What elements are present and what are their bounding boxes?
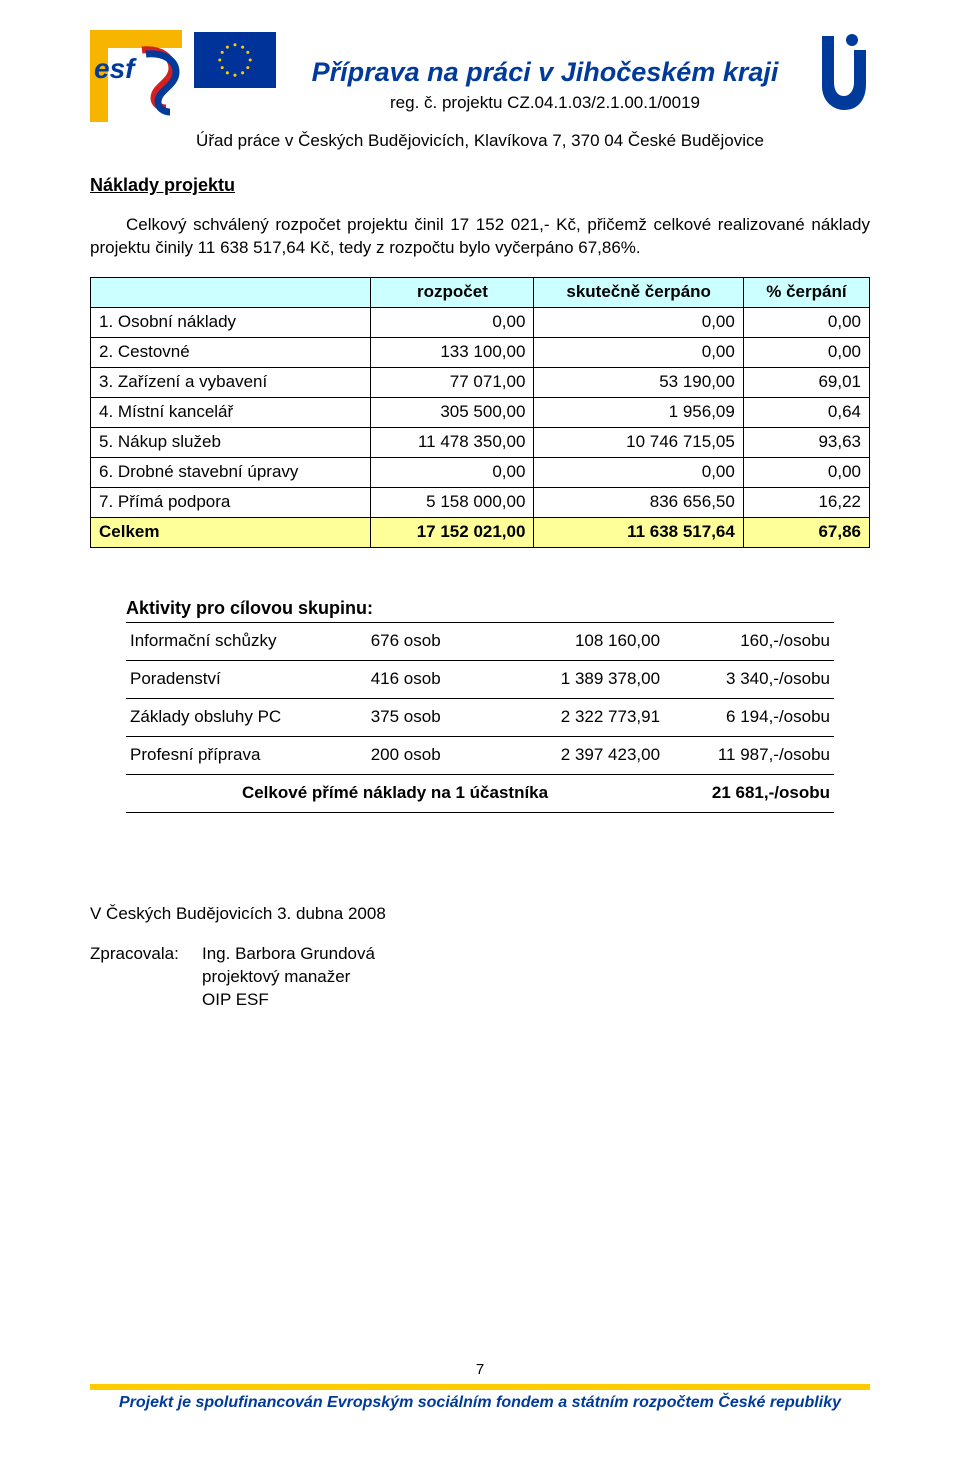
partner-logo-icon	[814, 30, 870, 114]
footer-bar	[90, 1384, 870, 1390]
title-block: Příprava na práci v Jihočeském kraji reg…	[288, 30, 802, 115]
table-row: Informační schůzky676 osob108 160,00160,…	[126, 622, 834, 660]
table-row: 5. Nákup služeb11 478 350,0010 746 715,0…	[91, 427, 870, 457]
table-row: Základy obsluhy PC375 osob2 322 773,916 …	[126, 698, 834, 736]
col-blank	[91, 278, 371, 308]
svg-text:esf: esf	[94, 53, 137, 84]
table-row: Profesní příprava200 osob2 397 423,0011 …	[126, 736, 834, 774]
activities-total-row: Celkové přímé náklady na 1 účastníka21 6…	[126, 774, 834, 812]
table-row: 4. Místní kancelář305 500,001 956,090,64	[91, 397, 870, 427]
section-title: Náklady projektu	[90, 173, 870, 197]
budget-header-row: rozpočet skutečně čerpáno % čerpání	[91, 278, 870, 308]
prepared-label: Zpracovala:	[90, 943, 190, 1012]
header-row: esf Příprava na práci v Jihočeském kraji…	[90, 30, 870, 122]
esf-logo-icon: esf	[90, 30, 182, 122]
eu-flag-icon	[194, 32, 276, 88]
col-budget: rozpočet	[371, 278, 534, 308]
author-dept: OIP ESF	[202, 989, 375, 1012]
table-row: 1. Osobní náklady0,000,000,00	[91, 308, 870, 338]
col-pct: % čerpání	[743, 278, 869, 308]
table-row: 3. Zařízení a vybavení77 071,0053 190,00…	[91, 367, 870, 397]
table-row: 2. Cestovné133 100,000,000,00	[91, 337, 870, 367]
footer: 7 Projekt je spolufinancován Evropským s…	[0, 1360, 960, 1420]
budget-total-row: Celkem17 152 021,0011 638 517,6467,86	[91, 517, 870, 547]
budget-table: rozpočet skutečně čerpáno % čerpání 1. O…	[90, 277, 870, 547]
prepared-by: Zpracovala: Ing. Barbora Grundová projek…	[90, 943, 870, 1012]
page-number: 7	[0, 1360, 960, 1380]
table-row: 7. Přímá podpora5 158 000,00836 656,5016…	[91, 487, 870, 517]
activities-title: Aktivity pro cílovou skupinu:	[126, 596, 834, 620]
place-date: V Českých Budějovicích 3. dubna 2008	[90, 903, 870, 926]
activities-table: Informační schůzky676 osob108 160,00160,…	[126, 622, 834, 813]
table-row: 6. Drobné stavební úpravy0,000,000,00	[91, 457, 870, 487]
col-spent: skutečně čerpáno	[534, 278, 743, 308]
author-role: projektový manažer	[202, 966, 375, 989]
project-reg-number: reg. č. projektu CZ.04.1.03/2.1.00.1/001…	[288, 92, 802, 115]
project-title: Příprava na práci v Jihočeském kraji	[288, 54, 802, 90]
table-row: Poradenství416 osob1 389 378,003 340,-/o…	[126, 660, 834, 698]
intro-paragraph: Celkový schválený rozpočet projektu čini…	[90, 214, 870, 260]
footer-text: Projekt je spolufinancován Evropským soc…	[0, 1392, 960, 1420]
signature-block: V Českých Budějovicích 3. dubna 2008 Zpr…	[90, 903, 870, 1013]
author-name: Ing. Barbora Grundová	[202, 943, 375, 966]
activities-block: Aktivity pro cílovou skupinu: Informační…	[90, 596, 870, 813]
office-address: Úřad práce v Českých Budějovicích, Klaví…	[90, 130, 870, 153]
